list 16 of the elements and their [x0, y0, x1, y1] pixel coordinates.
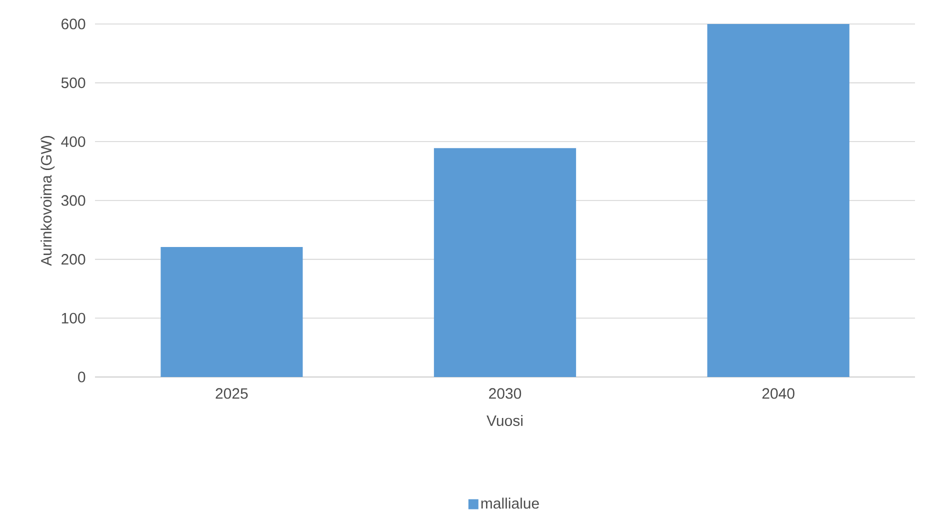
- y-tick-label: 100: [62, 312, 86, 324]
- y-tick-label: 400: [61, 136, 86, 147]
- legend-label: mallialue: [481, 498, 539, 509]
- x-axis-title: Vuosi: [486, 415, 522, 426]
- y-tick-label: 600: [62, 18, 86, 30]
- y-tick-label: 300: [61, 195, 86, 206]
- bar: [707, 24, 850, 377]
- bar: [434, 148, 576, 377]
- y-tick-label: 500: [61, 78, 86, 88]
- y-axis-title: Aurinkovoima (GW): [40, 136, 55, 266]
- x-tick-label: 2030: [489, 388, 522, 399]
- x-tick-label: 2040: [762, 388, 794, 399]
- x-tick-label: 2025: [216, 388, 248, 399]
- y-tick-label: 0: [78, 372, 86, 382]
- bar: [160, 246, 303, 377]
- y-tick-label: 200: [62, 254, 86, 265]
